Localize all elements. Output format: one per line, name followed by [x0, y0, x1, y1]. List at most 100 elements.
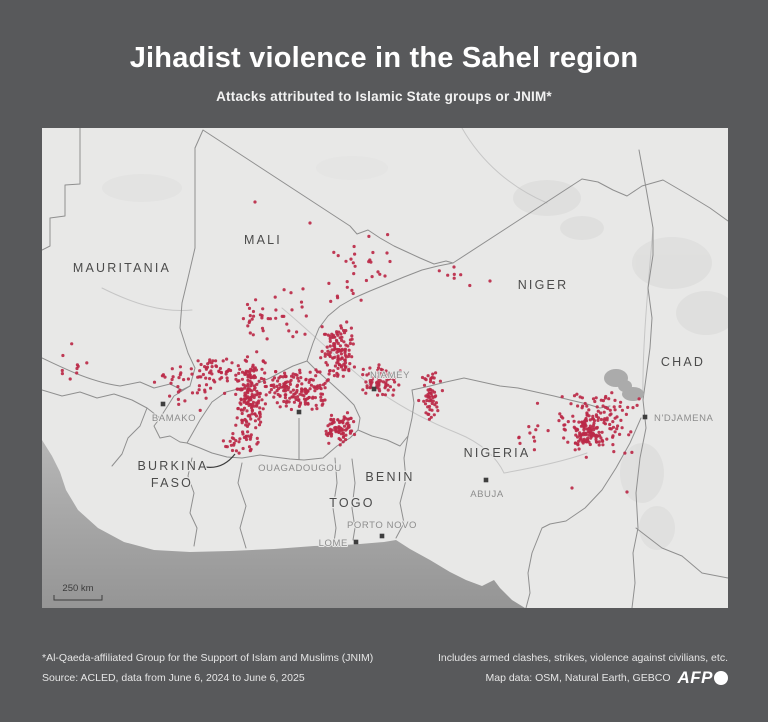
attack-dot	[327, 372, 331, 376]
attack-dot	[204, 376, 208, 380]
attack-dot	[183, 399, 187, 403]
attack-dot	[331, 369, 336, 373]
attack-dot	[586, 439, 590, 443]
country-label-nigeria: NIGERIA	[464, 446, 531, 460]
attack-dot	[246, 400, 250, 404]
attack-dot	[198, 408, 202, 412]
attack-dot	[328, 337, 332, 341]
attack-dot	[398, 369, 402, 373]
attack-dot	[603, 417, 607, 421]
attack-dot	[316, 384, 320, 388]
includes-note: Includes armed clashes, strikes, violenc…	[437, 652, 728, 664]
attack-dot	[320, 349, 324, 353]
city-label-abuja: ABUJA	[470, 489, 504, 500]
attack-dot	[237, 451, 241, 455]
attack-dot	[331, 335, 335, 339]
attack-dot	[324, 429, 328, 433]
attack-dot	[288, 382, 292, 386]
attack-dot	[274, 370, 278, 374]
attack-dot	[431, 399, 435, 403]
attack-dot	[562, 436, 566, 440]
attack-dot	[601, 443, 605, 447]
attack-dot	[620, 426, 624, 430]
attack-dot	[282, 288, 286, 292]
attack-dot	[253, 393, 257, 397]
attack-dot	[243, 394, 247, 398]
attack-dot	[195, 391, 199, 395]
attack-dot	[282, 399, 286, 404]
attack-dot	[257, 399, 261, 403]
attack-dot	[367, 372, 371, 376]
attack-dot	[320, 403, 324, 407]
attack-dot	[359, 298, 363, 302]
attack-dot	[307, 395, 311, 400]
attack-dot	[85, 361, 89, 365]
scale-label: 250 km	[62, 583, 93, 594]
attack-dot	[379, 379, 383, 383]
attack-dot	[285, 322, 289, 326]
attack-dot	[323, 354, 327, 358]
attack-dot	[255, 442, 259, 446]
attack-dot	[300, 393, 304, 397]
city-label-porto-novo: PORTO NOVO	[347, 520, 417, 531]
ocean	[42, 440, 525, 608]
attack-dot	[254, 298, 258, 302]
attack-dot	[340, 348, 344, 353]
attack-dot	[352, 244, 356, 249]
attack-dot	[559, 415, 564, 419]
attack-dot	[302, 397, 307, 401]
attack-dot	[253, 366, 257, 370]
attack-dot	[236, 387, 240, 391]
attack-dot	[300, 387, 304, 391]
attack-dot	[325, 379, 329, 383]
attack-dot	[381, 374, 386, 378]
attack-dot	[599, 398, 603, 402]
attack-dot	[611, 420, 615, 424]
attack-dot	[594, 434, 599, 438]
attack-dot	[630, 450, 634, 454]
attack-dot	[240, 421, 244, 425]
attack-dot	[249, 417, 253, 421]
attack-dot	[253, 412, 257, 416]
header: Jihadist violence in the Sahel region At…	[0, 0, 768, 104]
attack-dot	[206, 362, 210, 366]
attack-dot	[345, 422, 349, 426]
attack-dot	[332, 348, 336, 352]
attack-dot	[602, 421, 606, 425]
attack-dot	[321, 383, 326, 387]
attack-dot	[239, 387, 243, 391]
attack-dot	[337, 363, 341, 367]
attack-dot	[440, 389, 444, 393]
attack-dot	[315, 370, 320, 374]
attack-dot	[247, 422, 251, 426]
attack-dot	[306, 401, 310, 405]
attack-dot	[269, 388, 273, 392]
attack-dot	[376, 393, 380, 397]
attack-dot	[352, 272, 356, 276]
afp-logo-circle	[714, 671, 728, 685]
attack-dot	[161, 373, 165, 377]
attack-dot	[351, 261, 355, 265]
attack-dot	[263, 361, 267, 365]
attack-dot	[276, 379, 280, 383]
attack-dot	[238, 367, 242, 371]
attack-dot	[323, 386, 327, 390]
attack-dot	[578, 395, 582, 399]
city-marker-ouagadougou	[296, 409, 302, 415]
attack-dot	[303, 402, 307, 406]
attack-dot	[560, 395, 564, 399]
attack-dot	[249, 384, 253, 388]
attack-dot	[619, 400, 623, 404]
attack-dot	[249, 433, 253, 437]
attack-dot	[257, 395, 261, 399]
attack-dot	[255, 436, 259, 440]
attack-dot	[259, 420, 263, 424]
attack-dot	[240, 377, 244, 381]
attack-dot	[346, 417, 350, 421]
attack-dot	[566, 440, 570, 444]
attack-dot	[582, 437, 586, 441]
attack-dot	[572, 394, 577, 398]
attack-dot	[234, 377, 238, 381]
attack-dot	[168, 394, 172, 398]
attack-dot	[295, 330, 299, 334]
